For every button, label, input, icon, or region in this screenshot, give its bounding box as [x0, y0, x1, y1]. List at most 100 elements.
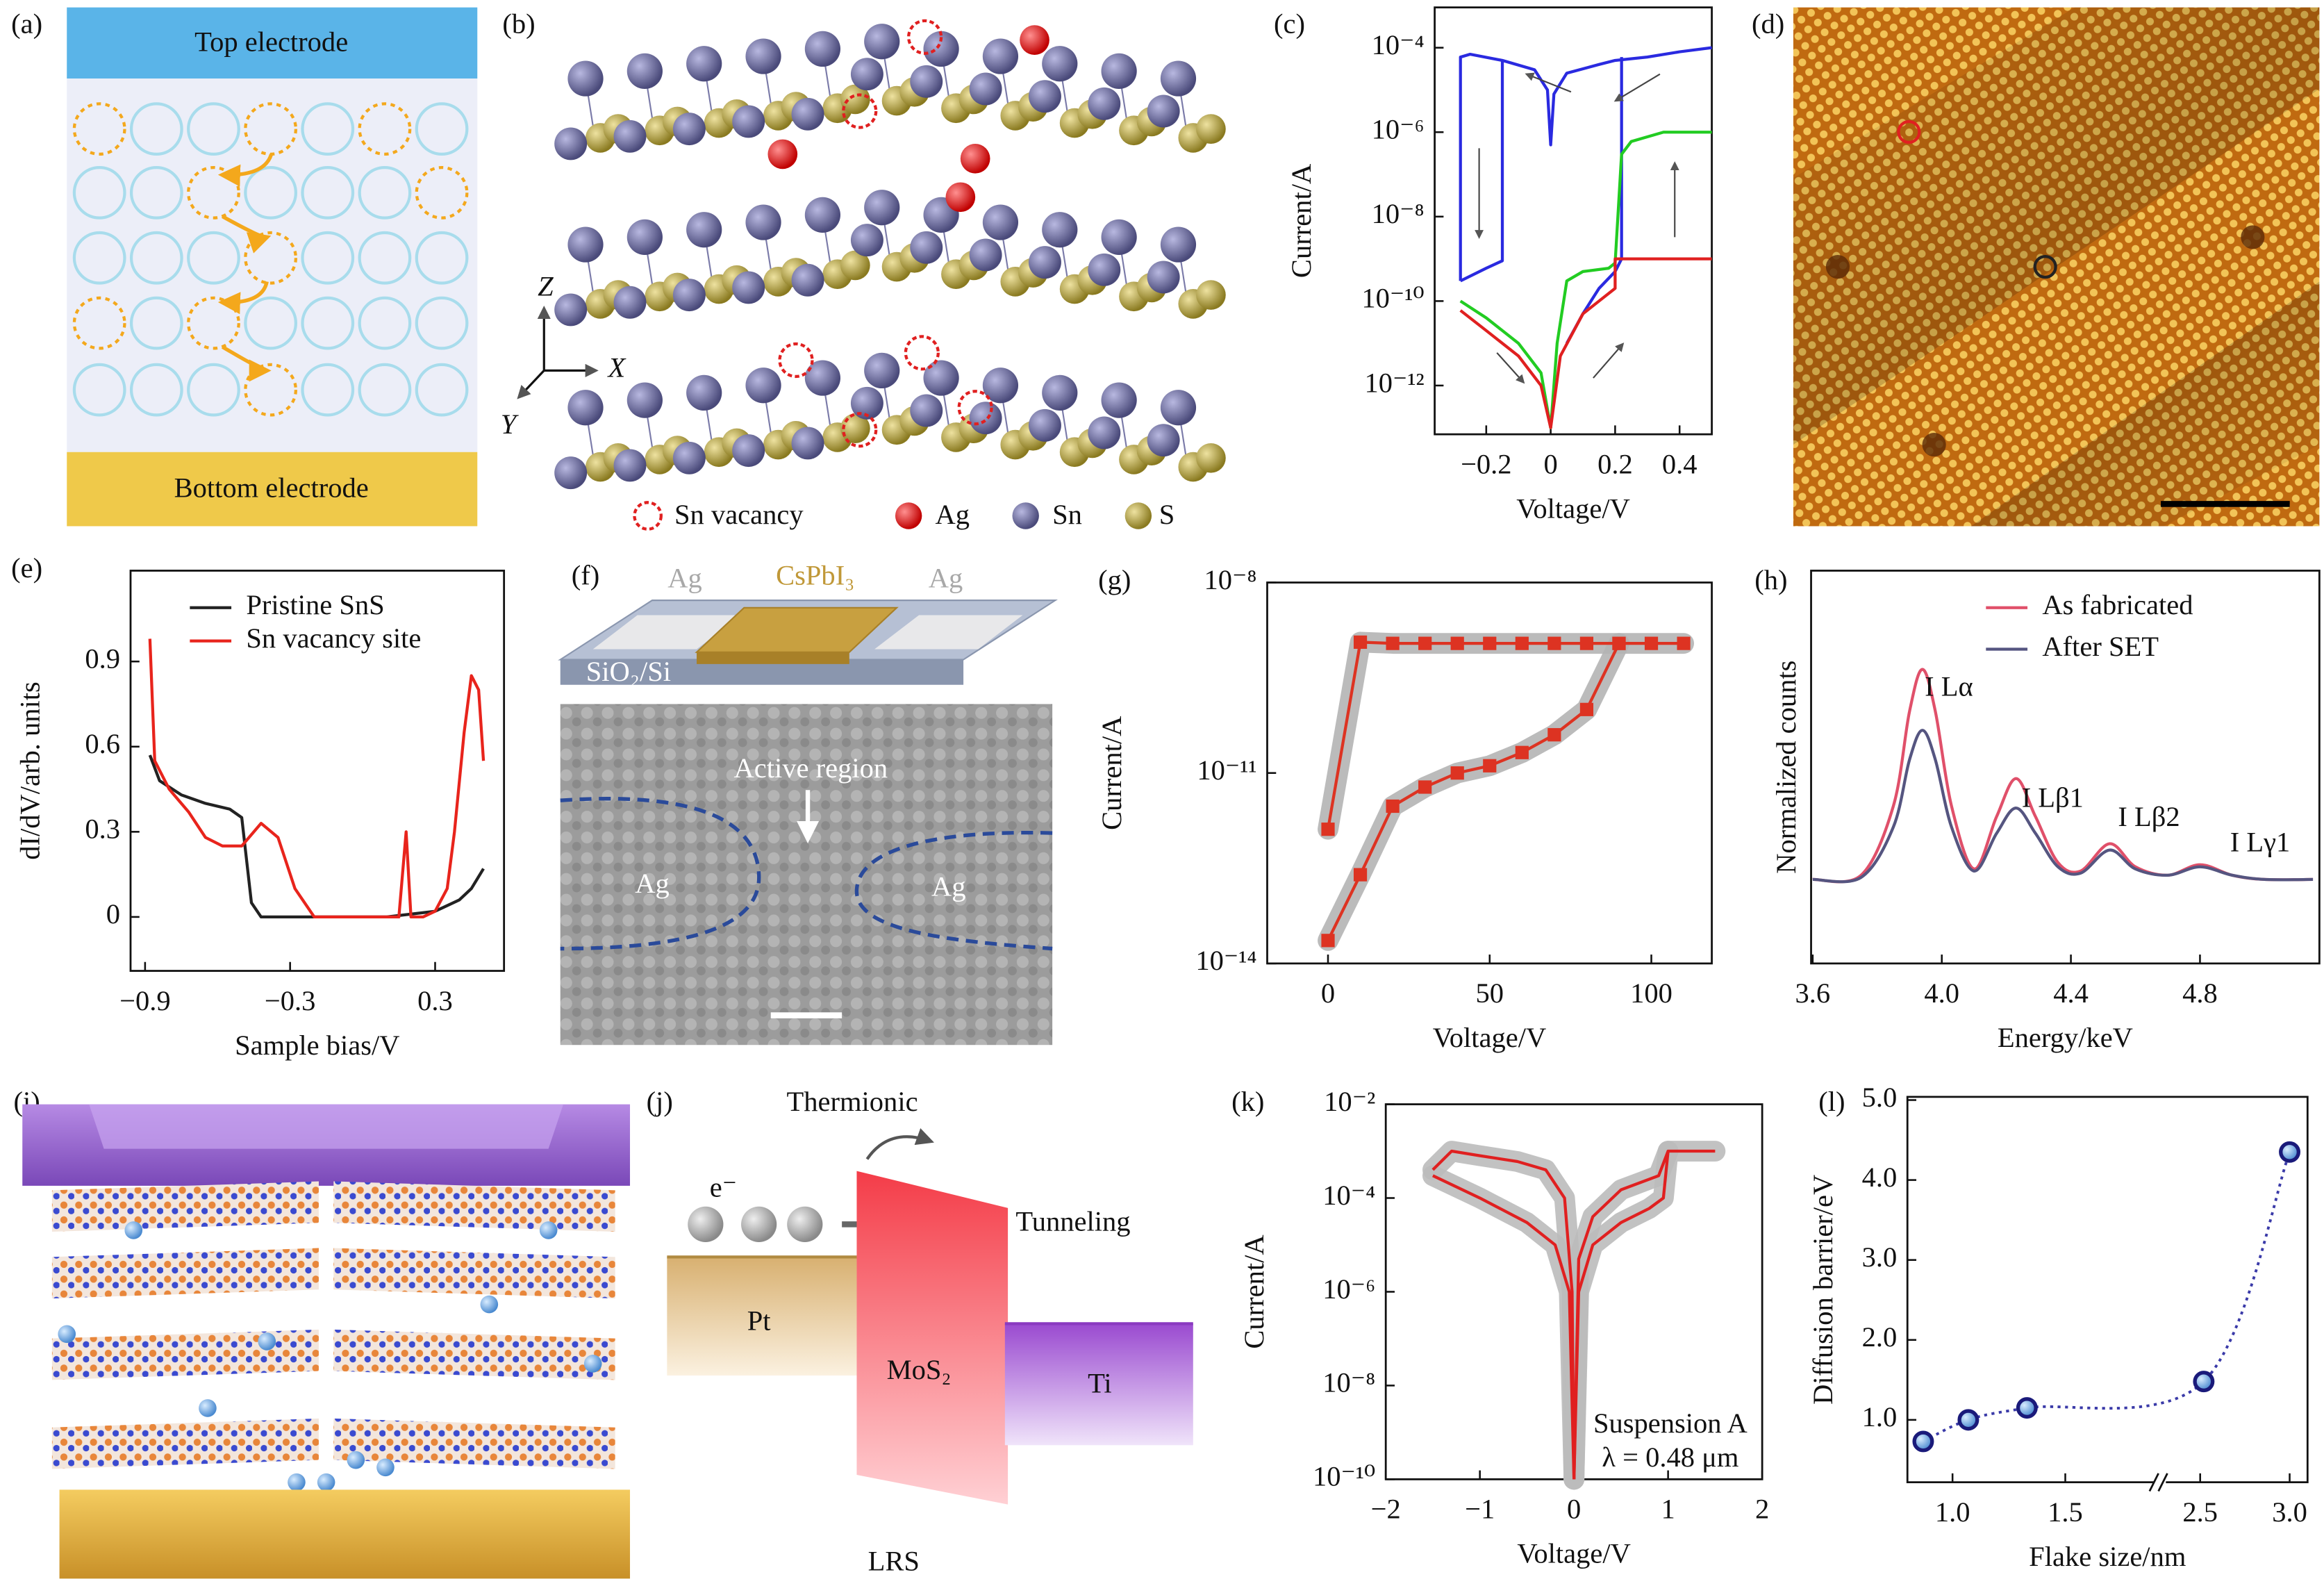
diagram-label: Pt [747, 1305, 772, 1337]
x-tick-label: −2 [1371, 1494, 1401, 1525]
y-tick-label: 10⁻⁶ [1372, 114, 1425, 145]
y-tick-label: 10⁻¹⁰ [1361, 283, 1424, 314]
lattice-site [358, 363, 412, 417]
atom [745, 38, 781, 74]
atom [969, 238, 1002, 272]
marker [2016, 1397, 2038, 1419]
series-line [1326, 641, 1684, 830]
atom [804, 31, 840, 67]
y-tick-label: 10⁻¹² [1364, 367, 1424, 398]
lattice-site [72, 231, 126, 285]
y-tick-label: 2.0 [1862, 1321, 1898, 1353]
vacancy-marker [904, 335, 940, 371]
schematic-label: Ag [667, 563, 702, 594]
atom [840, 250, 870, 281]
atom [1101, 53, 1137, 90]
lattice-site [244, 165, 298, 220]
x-axis-label: Energy/keV [1998, 1022, 2133, 1053]
lattice-site [301, 363, 355, 417]
atom [613, 119, 647, 153]
atom [1147, 424, 1180, 457]
perovskite-side [697, 652, 849, 664]
atom [741, 1206, 777, 1242]
atom [850, 386, 883, 420]
atom [613, 286, 647, 319]
marker [1418, 780, 1432, 794]
atom [1042, 374, 1078, 411]
hop-arrow [221, 345, 272, 382]
x-tick-label: 0.2 [1597, 448, 1633, 479]
lattice-site [187, 102, 240, 156]
marker [1912, 1430, 1934, 1453]
atom [787, 1206, 823, 1242]
y-tick-label: 0.3 [85, 813, 120, 845]
atom [539, 1221, 558, 1239]
series-line [1459, 46, 1712, 281]
mos2-band [856, 1171, 1009, 1505]
thermionic-arrow [865, 1127, 934, 1160]
marker [1321, 823, 1335, 836]
marker [1547, 728, 1561, 742]
atom [1028, 408, 1061, 442]
atom [686, 212, 722, 248]
atom [672, 279, 706, 312]
diagram-label: Ti [1088, 1367, 1112, 1398]
lattice-site [415, 102, 469, 156]
atom [982, 38, 1019, 74]
schematic-label: CsPbI₃ [776, 559, 854, 590]
atom [1160, 60, 1197, 97]
atom [688, 1206, 724, 1242]
atom [840, 413, 870, 443]
plot-frame [1906, 1096, 2309, 1484]
series-line [1923, 1151, 2291, 1443]
atom [910, 231, 943, 264]
annotation: I Lγ1 [2230, 826, 2291, 857]
lattice-site [415, 363, 469, 417]
image-label: Ag [931, 870, 966, 902]
atom [895, 502, 922, 529]
x-tick-label: 3.0 [2272, 1496, 2307, 1528]
y-axis-label: Current/A [1286, 164, 1317, 278]
lattice-site [129, 231, 183, 285]
series-line [148, 754, 485, 919]
axis-name: Z [538, 270, 554, 301]
electrode-boundary [854, 830, 1053, 951]
sweep-arrow [1613, 73, 1661, 102]
series-line [1459, 257, 1712, 429]
diagram-label: MoS₂ [887, 1354, 952, 1385]
electrode-label: Bottom electrode [174, 472, 369, 504]
atom [554, 456, 588, 490]
lattice-site [415, 231, 469, 285]
x-tick-label: −1 [1465, 1494, 1495, 1525]
x-axis-label: Sample bias/V [235, 1030, 399, 1061]
atom [745, 204, 781, 240]
electrode-pad [592, 615, 742, 650]
atom [804, 360, 840, 396]
series-line [1812, 729, 2314, 884]
series-line [1459, 131, 1712, 429]
axis-break [2157, 1473, 2168, 1492]
atom [910, 65, 943, 98]
atom [745, 367, 781, 404]
x-axis-label: Voltage/V [1516, 493, 1630, 524]
diagram-label: e⁻ [710, 1172, 737, 1203]
atom [791, 427, 824, 460]
x-tick-label: 1 [1661, 1494, 1675, 1525]
marker [2193, 1371, 2215, 1393]
atom [945, 182, 976, 213]
hop-arrow [217, 153, 274, 187]
atom [791, 263, 824, 297]
mos2-layer [51, 1329, 319, 1380]
panel-label: (b) [502, 8, 535, 40]
x-tick-label: 50 [1476, 977, 1504, 1009]
atom [1147, 94, 1180, 128]
marker [1515, 745, 1529, 759]
atom [376, 1458, 395, 1477]
marker [1579, 636, 1594, 650]
lattice-site [187, 363, 240, 417]
sweep-arrow [1496, 352, 1525, 384]
atom [554, 293, 588, 327]
panel-label: (e) [11, 552, 42, 584]
vacancy [72, 296, 126, 350]
